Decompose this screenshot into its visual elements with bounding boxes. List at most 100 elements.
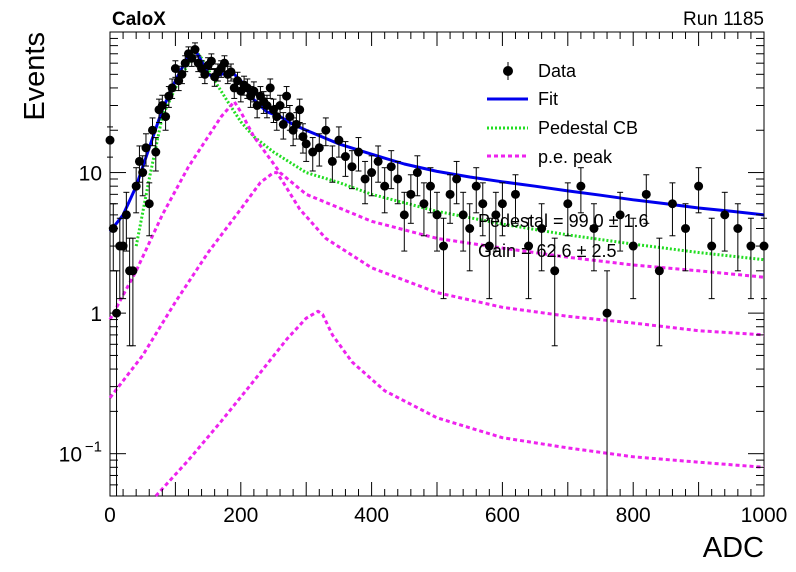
experiment-label: CaloX: [112, 9, 166, 30]
data-point: [406, 174, 416, 224]
data-point: [206, 53, 216, 70]
data-point-marker: [157, 100, 167, 110]
data-point-marker: [301, 139, 311, 149]
data-point-marker: [219, 58, 229, 68]
data-point: [432, 191, 442, 252]
data-point-marker: [314, 143, 324, 153]
data-point: [278, 112, 288, 140]
data-point-marker: [720, 210, 730, 220]
data-point-marker: [681, 223, 691, 233]
data-point: [524, 217, 534, 300]
data-point: [563, 182, 573, 237]
data-point: [151, 137, 161, 172]
data-point-marker: [641, 189, 651, 199]
x-tick-label: 0: [104, 504, 116, 527]
data-point: [105, 126, 115, 158]
curve-p-e-peak-3: [154, 309, 765, 498]
data-point-marker: [439, 241, 449, 251]
data-point-marker: [233, 76, 243, 86]
data-point: [550, 237, 560, 347]
y-tick-label: 1: [90, 303, 102, 326]
data-point-marker: [121, 210, 131, 220]
data-point-marker: [445, 189, 455, 199]
plot-frame: [109, 31, 765, 497]
data-point-marker: [180, 58, 190, 68]
data-point-marker: [733, 223, 743, 233]
data-point-marker: [190, 45, 200, 55]
data-point-marker: [367, 168, 377, 178]
data-point: [285, 104, 295, 131]
data-point: [465, 203, 475, 272]
data-point: [295, 98, 305, 123]
data-point-marker: [491, 210, 501, 220]
data-point: [354, 137, 364, 172]
data-point-marker: [478, 199, 488, 209]
data-point-marker: [497, 199, 507, 209]
data-point: [419, 182, 429, 237]
data-point-marker: [118, 241, 128, 251]
data-point-marker: [321, 125, 331, 135]
data-point: [282, 86, 292, 108]
data-point-marker: [510, 189, 520, 199]
data-point-marker: [458, 210, 468, 220]
data-point: [393, 160, 403, 205]
annotation-gain: Gain = 62.6 ± 2.5: [478, 241, 616, 261]
data-point: [746, 217, 756, 300]
data-point: [386, 150, 396, 190]
data-point-marker: [262, 100, 272, 110]
data-point: [452, 160, 462, 205]
data-point-marker: [563, 199, 573, 209]
data-point: [131, 167, 141, 214]
data-point: [327, 145, 337, 183]
data-point-marker: [602, 308, 612, 318]
data-point: [298, 123, 308, 154]
data-point-marker: [275, 100, 285, 110]
data-point: [360, 160, 370, 205]
data-point: [144, 182, 154, 237]
data-point-marker: [393, 174, 403, 184]
data-point: [471, 167, 481, 214]
data-point: [272, 104, 282, 131]
data-point: [367, 155, 377, 197]
legend-label-pedestal: Pedestal CB: [538, 118, 638, 138]
curve-p-e-peak-1: [108, 100, 765, 321]
data-point-marker: [707, 241, 717, 251]
data-point-marker: [667, 199, 677, 209]
data-point-marker: [206, 56, 216, 66]
data-point: [340, 141, 350, 177]
data-point: [275, 94, 285, 119]
y-axis-title: Events: [19, 32, 51, 121]
data-point: [510, 174, 520, 224]
data-point: [265, 78, 275, 99]
legend-label-fit: Fit: [538, 89, 558, 109]
x-tick-label: 400: [354, 504, 389, 527]
data-point-marker: [380, 181, 390, 191]
data-point: [373, 145, 383, 183]
data-point: [654, 237, 664, 347]
data-point-marker: [141, 143, 151, 153]
data-point: [138, 155, 148, 197]
x-tick-label: 600: [485, 504, 520, 527]
data-point-marker: [615, 210, 625, 220]
data-point-marker: [354, 147, 364, 157]
data-point-marker: [295, 105, 305, 115]
data-point: [589, 203, 599, 272]
data-point-marker: [465, 223, 475, 233]
data-point: [118, 217, 128, 300]
data-point-marker: [550, 266, 560, 276]
data-point: [190, 42, 200, 58]
curve-layer: [108, 48, 765, 498]
data-point-marker: [278, 119, 288, 129]
data-point-marker: [138, 168, 148, 178]
x-tick-label: 200: [223, 504, 258, 527]
data-point-marker: [484, 241, 494, 251]
data-point-marker: [452, 174, 462, 184]
data-point: [491, 191, 501, 252]
data-point-marker: [524, 241, 534, 251]
data-points-layer: [105, 42, 769, 497]
data-point: [262, 94, 272, 119]
x-tick-label: 1000: [741, 504, 788, 527]
data-point: [615, 191, 625, 252]
data-point-marker: [694, 181, 704, 191]
